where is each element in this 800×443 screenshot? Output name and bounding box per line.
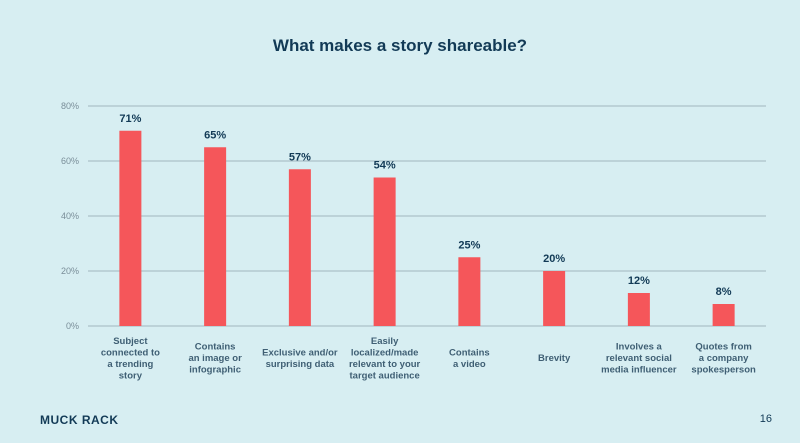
- y-tick-label: 40%: [61, 211, 79, 221]
- page-number: 16: [759, 413, 772, 425]
- bar: [543, 271, 566, 326]
- x-tick-label: Subject connected to a trending story: [101, 336, 160, 382]
- data-label: 71%: [119, 113, 141, 125]
- x-tick-label: Contains a video: [449, 347, 490, 370]
- muck-rack-logo: MUCK RACK: [40, 413, 119, 427]
- x-tick-label: Contains an image or infographic: [188, 342, 242, 376]
- bar: [204, 147, 227, 326]
- data-label: 57%: [289, 151, 311, 163]
- bar: [288, 169, 311, 326]
- chart-title: What makes a story shareable?: [272, 36, 528, 55]
- bar: [119, 130, 142, 326]
- x-tick-label: Involves a relevant social media influence…: [601, 342, 677, 376]
- x-tick-label: Exclusive and/or surprising data: [262, 347, 338, 370]
- x-tick-label: Brevity: [538, 353, 571, 364]
- data-label: 8%: [716, 286, 732, 298]
- bar: [712, 304, 735, 326]
- data-label: 12%: [628, 275, 650, 287]
- x-tick-label: Quotes from a company spokesperson: [691, 342, 756, 376]
- data-label: 54%: [374, 160, 396, 172]
- bar: [373, 177, 396, 326]
- y-tick-label: 0%: [66, 321, 79, 331]
- y-tick-label: 80%: [61, 101, 79, 111]
- y-tick-label: 20%: [61, 266, 79, 276]
- bar: [458, 257, 481, 326]
- y-tick-label: 60%: [61, 156, 79, 166]
- data-label: 65%: [204, 129, 226, 141]
- bar: [627, 293, 650, 326]
- x-tick-label: Easily localized/made relevant to your targ…: [349, 336, 421, 382]
- data-label: 25%: [458, 239, 480, 251]
- data-label: 20%: [543, 253, 565, 265]
